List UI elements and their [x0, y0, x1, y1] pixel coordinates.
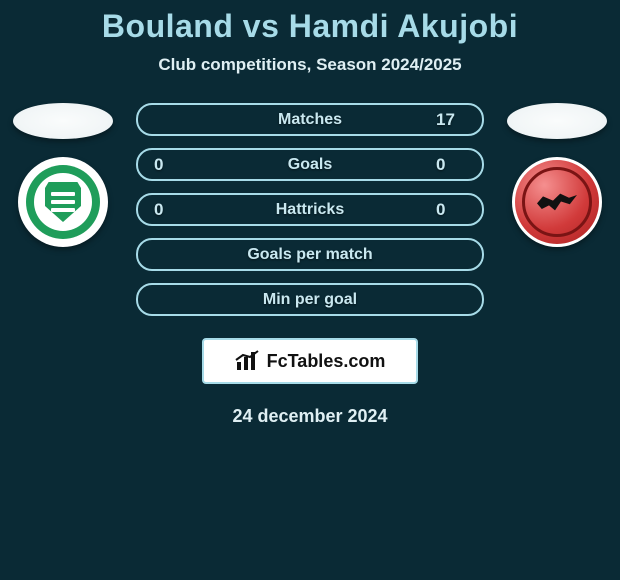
- comparison-card: Bouland vs Hamdi Akujobi Club competitio…: [0, 0, 620, 427]
- stat-label: Matches: [184, 111, 436, 129]
- brand-badge[interactable]: FcTables.com: [202, 338, 418, 384]
- stat-right-value: 0: [436, 200, 466, 220]
- stat-label: Hattricks: [184, 201, 436, 219]
- team-crest-left: [18, 157, 108, 247]
- right-player-column: [502, 103, 612, 247]
- stat-left-value: 0: [154, 155, 184, 175]
- date-label: 24 december 2024: [0, 406, 620, 427]
- page-title: Bouland vs Hamdi Akujobi: [0, 8, 620, 45]
- subtitle: Club competitions, Season 2024/2025: [0, 55, 620, 75]
- stat-rows: Matches 17 0 Goals 0 0 Hattricks 0 Goals…: [136, 103, 484, 316]
- stat-label: Goals: [184, 156, 436, 174]
- stat-row-goals-per-match: Goals per match: [136, 238, 484, 271]
- comparison-body: Matches 17 0 Goals 0 0 Hattricks 0 Goals…: [0, 103, 620, 316]
- stat-right-value: 0: [436, 155, 466, 175]
- left-player-column: [8, 103, 118, 247]
- player-silhouette-left: [13, 103, 113, 139]
- brand-name: FcTables.com: [267, 351, 386, 372]
- stat-row-goals: 0 Goals 0: [136, 148, 484, 181]
- stat-row-matches: Matches 17: [136, 103, 484, 136]
- stat-row-min-per-goal: Min per goal: [136, 283, 484, 316]
- stat-row-hattricks: 0 Hattricks 0: [136, 193, 484, 226]
- stat-right-value: 17: [436, 110, 466, 130]
- bar-chart-icon: [235, 350, 261, 372]
- stat-left-value: 0: [154, 200, 184, 220]
- player-silhouette-right: [507, 103, 607, 139]
- team-crest-right: [512, 157, 602, 247]
- stat-label: Goals per match: [184, 246, 436, 264]
- stat-label: Min per goal: [184, 291, 436, 309]
